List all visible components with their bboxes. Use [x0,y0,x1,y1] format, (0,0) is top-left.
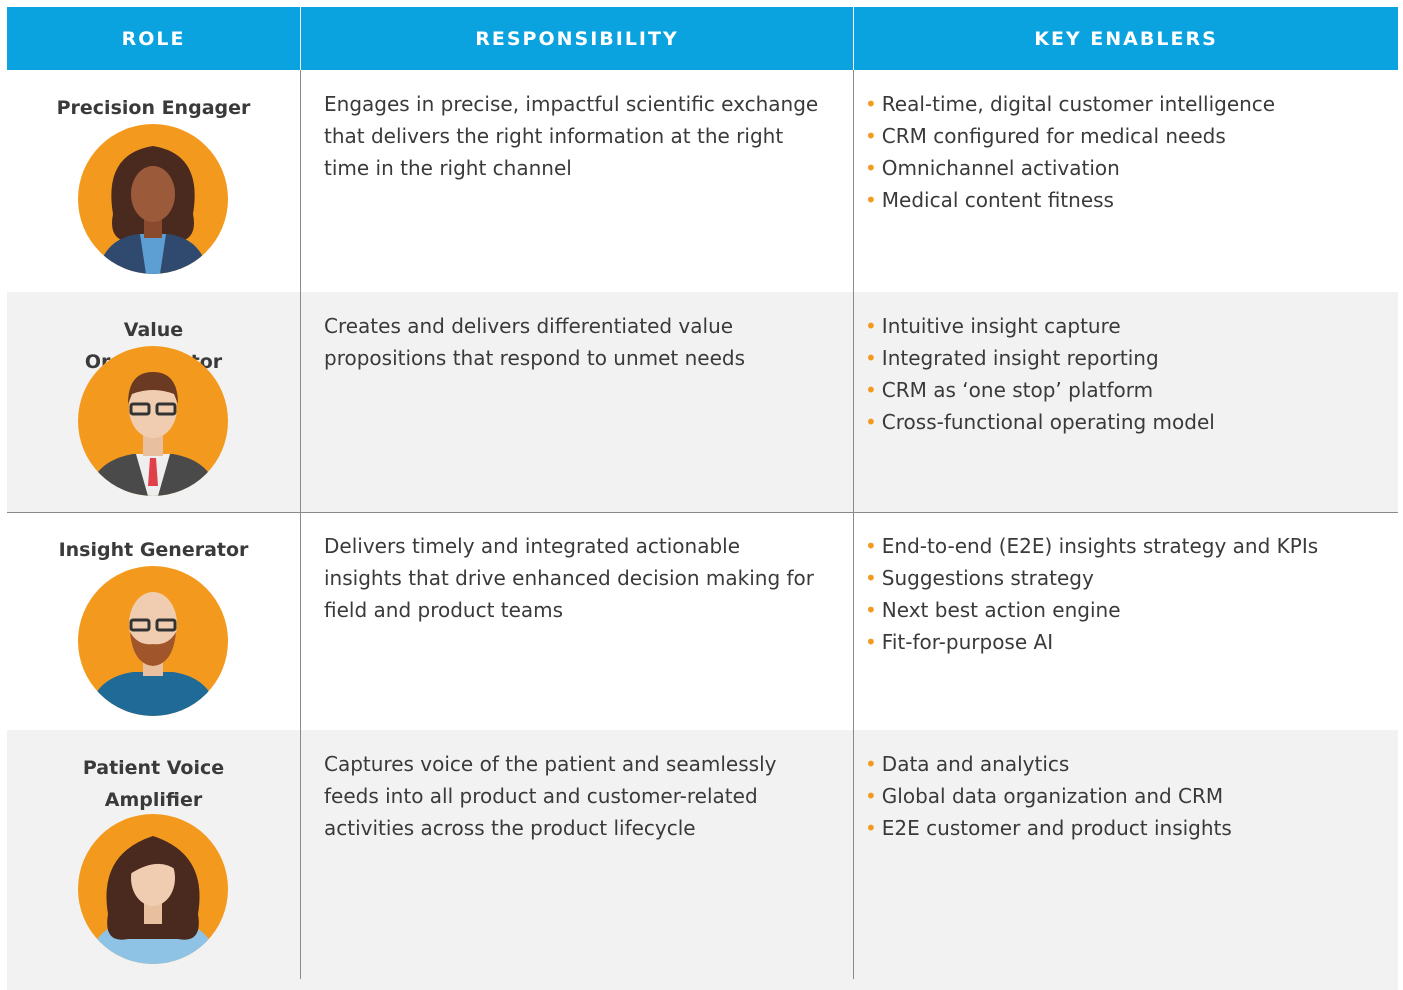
enabler: Medical content fitness [865,184,1275,216]
responsibility: Creates and delivers differentiated valu… [324,314,746,370]
column-divider [853,70,854,979]
responsibility: Captures voice of the patient and seamle… [324,752,777,840]
role: Precision Engager [7,92,300,124]
enabler: Cross-functional operating model [865,406,1215,438]
avatar [78,566,228,716]
responsibility: Delivers timely and integrated actionabl… [324,534,814,622]
avatar [78,124,228,274]
header-cell: ROLE [7,7,300,70]
table-row: Insight Generator Delivers timely and in… [7,512,1398,731]
enabler: E2E customer and product insights [865,812,1232,844]
enabler: Data and analytics [865,748,1232,780]
role-text: Patient Voice Amplifier [82,757,225,811]
role: Patient Voice Amplifier [7,752,300,816]
role: Insight Generator [7,534,300,566]
enabler: Intuitive insight capture [865,310,1215,342]
responsibility: Engages in precise, impactful scientific… [324,92,819,180]
enabler: CRM configured for medical needs [865,120,1275,152]
enabler: Omnichannel activation [865,152,1275,184]
table-row: Value Orchestrator Creates and delivers … [7,292,1398,513]
enablers: Real-time, digital customer intelligence… [865,88,1275,216]
role-text: Insight Generator [58,539,249,561]
avatar [78,346,228,496]
header-cell: KEY ENABLERS [854,7,1398,70]
enabler: End-to-end (E2E) insights strategy and K… [865,530,1318,562]
role-text: Precision Engager [56,97,251,119]
enabler: Real-time, digital customer intelligence [865,88,1275,120]
avatar [78,814,228,964]
enabler: Suggestions strategy [865,562,1318,594]
table-row: Precision Engager Engages in precise, im… [7,70,1398,293]
enabler: CRM as ‘one stop’ platform [865,374,1215,406]
table-row: Patient Voice Amplifier Captures voice o… [7,730,1398,990]
enablers: End-to-end (E2E) insights strategy and K… [865,530,1318,658]
header-cell: RESPONSIBILITY [301,7,853,70]
enablers: Data and analytics Global data organizat… [865,748,1232,844]
enabler: Global data organization and CRM [865,780,1232,812]
enabler: Next best action engine [865,594,1318,626]
enabler: Fit-for-purpose AI [865,626,1318,658]
enablers: Intuitive insight capture Integrated ins… [865,310,1215,438]
column-divider [300,70,301,979]
enabler: Integrated insight reporting [865,342,1215,374]
